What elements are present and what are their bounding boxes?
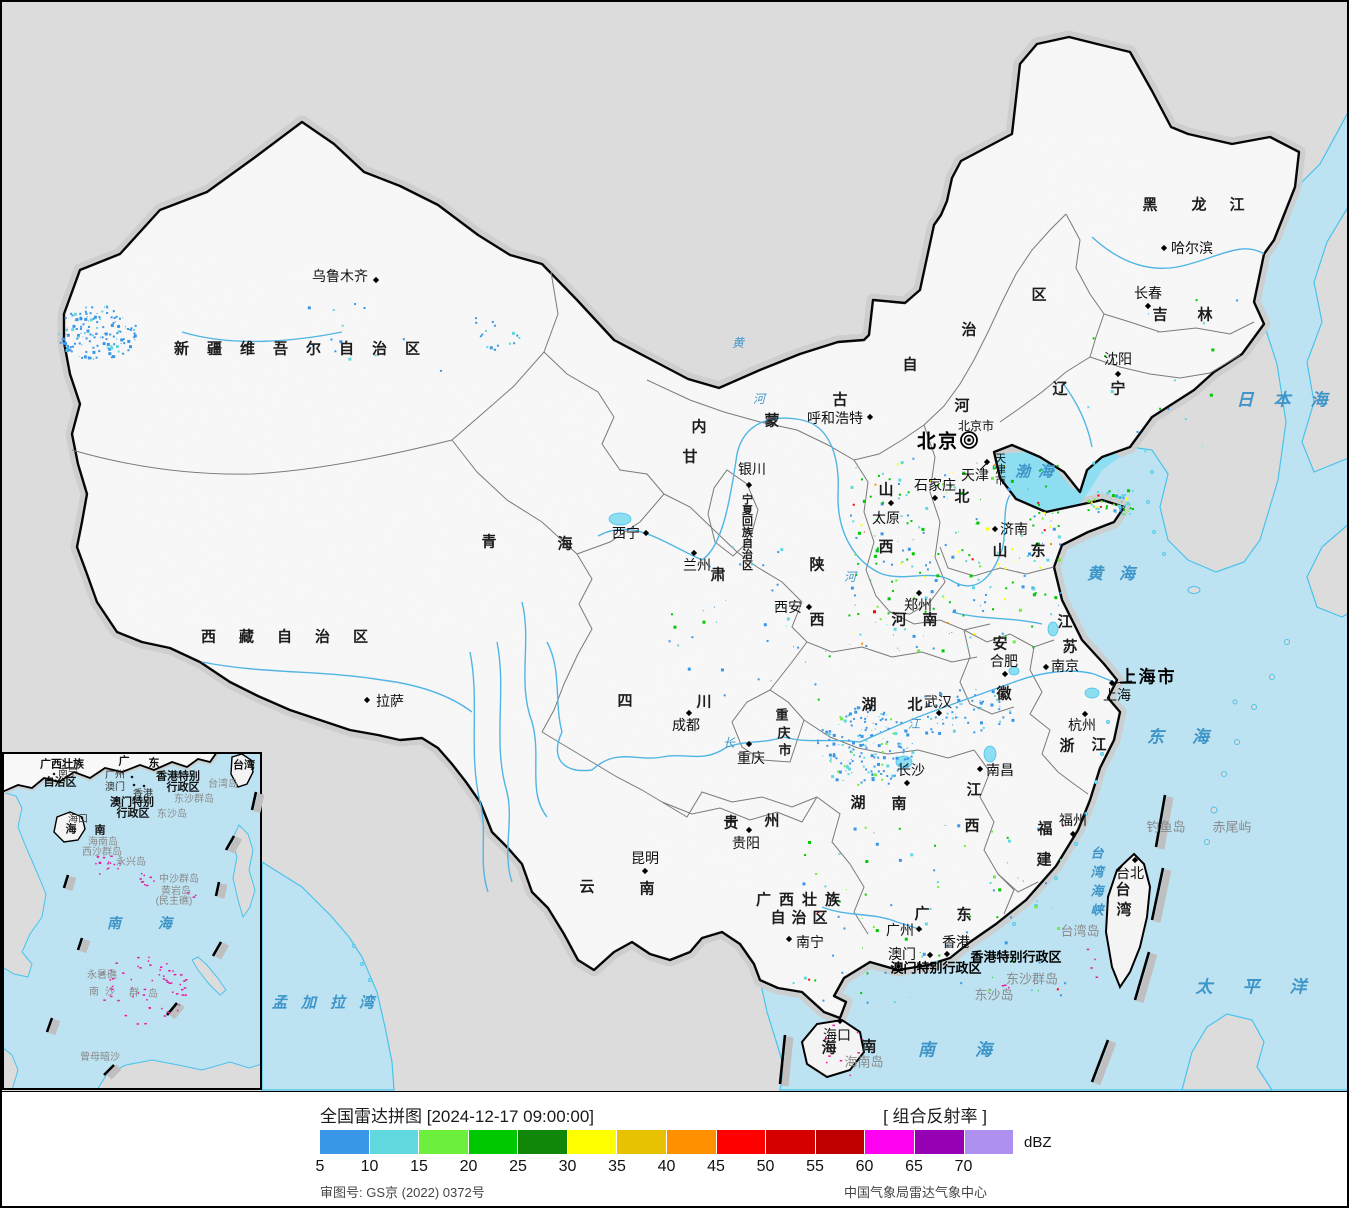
approval-number: 审图号: GS京 (2022) 0372号 (320, 1185, 485, 1200)
colorbar-cell (468, 1130, 519, 1154)
legend-panel: 全国雷达拼图 [2024-12-17 09:00:00] [ 组合反射率 ] d… (2, 1091, 1347, 1206)
rivers (181, 236, 1265, 931)
colorbar-cell (567, 1130, 618, 1154)
colorbar-tick: 70 (954, 1158, 973, 1175)
colorbar-tick: 5 (315, 1158, 325, 1175)
colorbar-tick: 20 (459, 1158, 478, 1175)
colorbar-tick: 30 (558, 1158, 577, 1175)
colorbar-tick: 65 (905, 1158, 923, 1175)
colorbar-tick: 10 (360, 1158, 379, 1175)
inset-border (2, 752, 262, 1090)
colorbar (320, 1130, 1014, 1154)
colorbar-tick: 60 (855, 1158, 874, 1175)
japan-honshu (1301, 207, 1347, 473)
ryukyu-islands (1204, 639, 1290, 845)
radar-echo-layer (58, 299, 1247, 1004)
china-radar-map: 新疆维吾尔自治区 西藏自治区青海甘肃内蒙古自治区宁夏回族自治区陕西山西河北山东河南… (2, 2, 1347, 1091)
hainan-island (800, 1018, 866, 1079)
colorbar-tick: 55 (806, 1158, 824, 1175)
colorbar-tick: 50 (756, 1158, 775, 1175)
product-label: [ 组合反射率 ] (883, 1107, 987, 1126)
colorbar-tick: 15 (410, 1158, 428, 1175)
annotation-arrows (979, 462, 1133, 684)
colorbar-cell (766, 1130, 816, 1154)
colorbar-tick: 35 (608, 1158, 626, 1175)
colorbar-cell (964, 1130, 1014, 1154)
basemap-svg (2, 2, 1347, 1091)
colorbar-tick: 45 (707, 1158, 725, 1175)
colorbar-cell (369, 1130, 420, 1154)
south-china-sea-inset (3, 753, 261, 1089)
taiwan-island (1104, 852, 1152, 990)
colorbar-cell (320, 1130, 370, 1154)
island-marks-layer (95, 855, 1099, 1077)
bay-of-bengal (261, 860, 395, 1091)
japan-kyushu (1306, 524, 1347, 618)
colorbar-cell (914, 1130, 965, 1154)
colorbar-cell (815, 1130, 866, 1154)
colorbar-cell (865, 1130, 915, 1154)
unit-label: dBZ (1024, 1134, 1052, 1151)
colorbar-cell (419, 1130, 469, 1154)
colorbar-cell (617, 1130, 668, 1154)
map-title: 全国雷达拼图 [2024-12-17 09:00:00] (320, 1107, 595, 1126)
dash-line-layer (45, 791, 1174, 1087)
province-borders (71, 213, 1255, 935)
coastal-islets (352, 470, 1166, 982)
colorbar-cell (518, 1130, 568, 1154)
colorbar-cell (667, 1130, 717, 1154)
colorbar-cell (716, 1130, 767, 1154)
agency-name: 中国气象局雷达气象中心 (843, 1185, 987, 1200)
luzon-island (1181, 1013, 1274, 1091)
colorbar-tick: 25 (509, 1158, 527, 1175)
colorbar-tick: 40 (657, 1158, 676, 1175)
colorbar-ticks: 5 10 15 20 25 30 35 40 45 50 55 60 65 70 (2, 1158, 1347, 1178)
jeju-island (1187, 586, 1201, 594)
